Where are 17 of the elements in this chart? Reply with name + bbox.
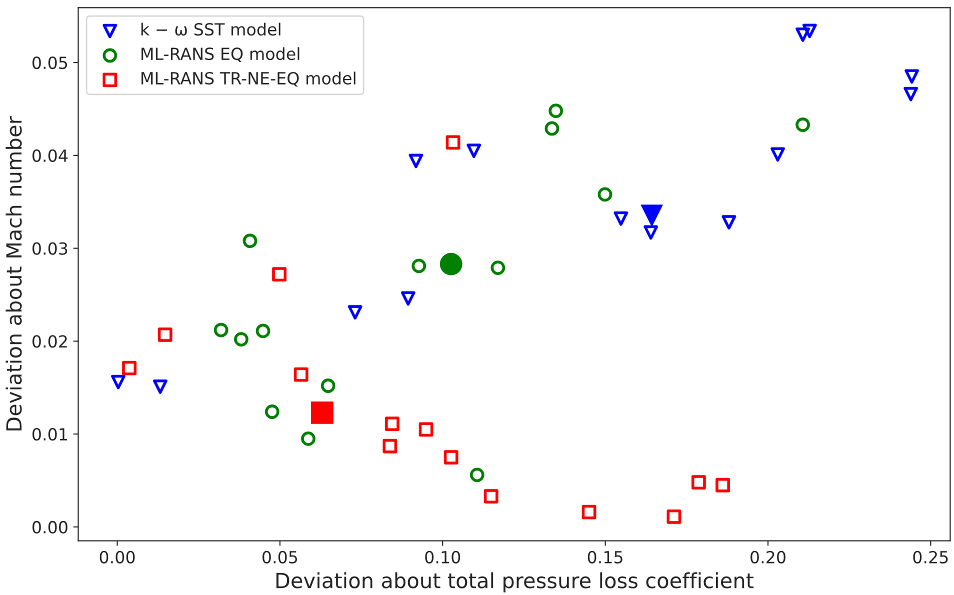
- y-tick-label: 0.03: [32, 242, 68, 255]
- x-tick-label: 0.05: [262, 550, 298, 564]
- legend-label: ML-RANS EQ model: [142, 47, 300, 62]
- x-axis-title: Deviation about total pressure loss coefficient: [276, 572, 754, 592]
- y-tick-label: 0.01: [32, 428, 67, 441]
- legend-label: k − ω SST model: [141, 22, 280, 36]
- x-tick-label: 0.15: [588, 550, 622, 564]
- x-tick-label: 0.10: [425, 550, 460, 564]
- x-tick-label: 0.25: [913, 550, 948, 564]
- y-tick-label: 0.02: [32, 335, 67, 348]
- x-tick-label: 0.20: [750, 550, 786, 564]
- y-tick-label: 0.05: [32, 56, 68, 70]
- y-tick-label: 0.00: [32, 520, 68, 534]
- y-axis-title: Deviation about Mach number: [6, 116, 22, 430]
- y-tick-label: 0.04: [32, 149, 68, 162]
- legend-label: ML-RANS TR-NE-EQ model: [142, 72, 356, 86]
- x-tick-label: 0.00: [100, 550, 135, 564]
